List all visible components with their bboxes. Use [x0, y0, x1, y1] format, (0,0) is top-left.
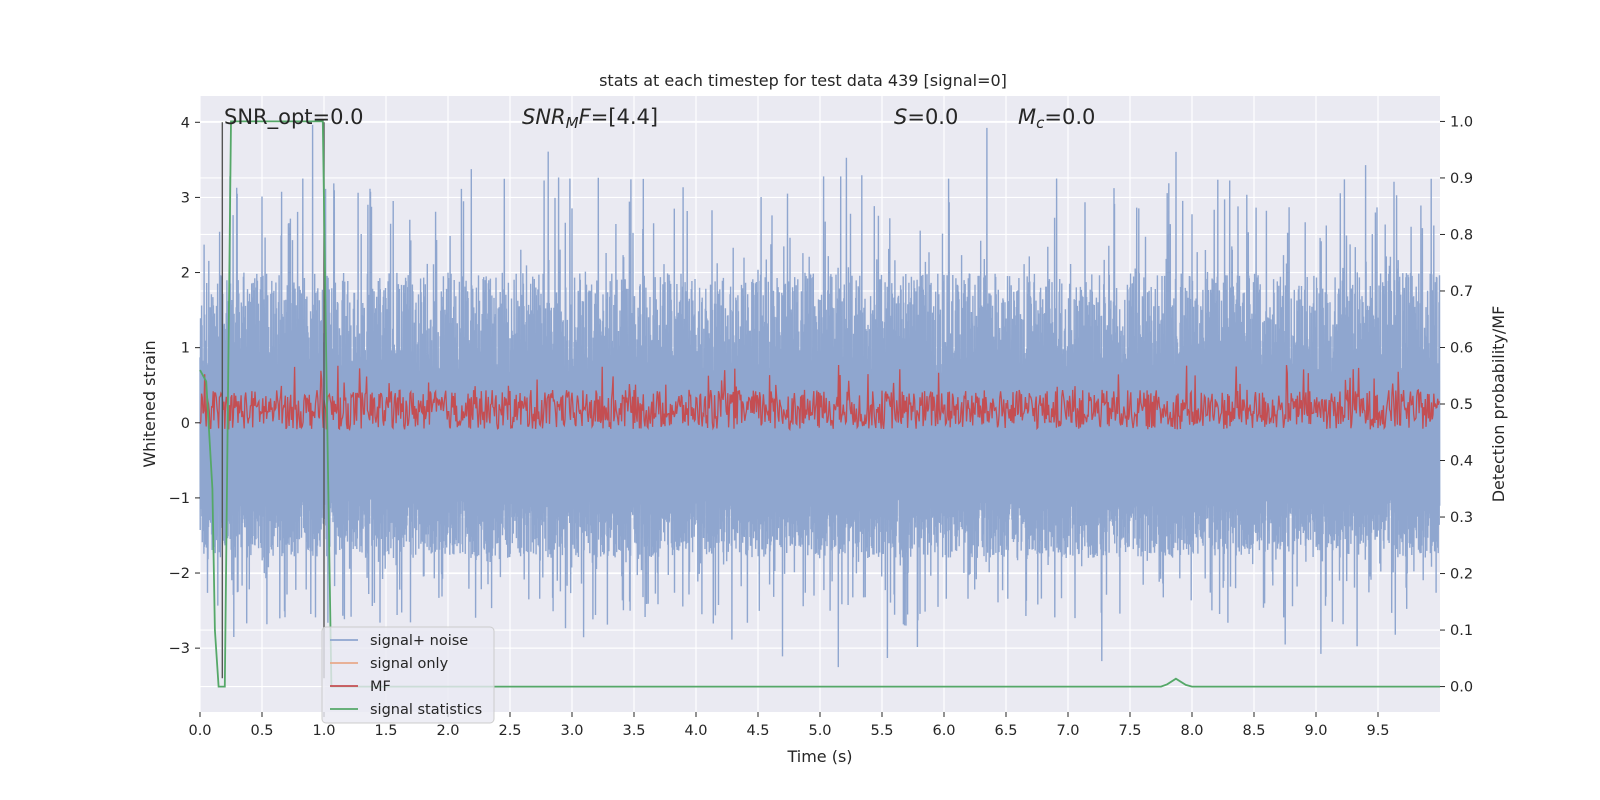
series-mf	[199, 364, 1440, 432]
legend: signal+ noise signal only MF signal stat…	[321, 626, 495, 724]
y-right-tick-label-7: 0.7	[1450, 284, 1473, 300]
legend-box	[321, 626, 495, 724]
legend-label-signal-only: signal only	[370, 656, 449, 672]
x-tick-label-3: 1.5	[374, 723, 397, 739]
x-tick-label-12: 6.0	[932, 723, 955, 739]
x-tick-label-13: 6.5	[994, 723, 1017, 739]
annotation-mc-symbol: M	[1018, 105, 1036, 129]
y-right-tick-label-2: 0.2	[1450, 567, 1473, 583]
annotation-snr-mf: SNRMF=[4.4]	[522, 105, 658, 132]
y-left-tick-label-3: 0	[181, 416, 190, 432]
legend-label-mf: MF	[370, 679, 391, 695]
y-right-axis-ticks: 0.0 0.1 0.2 0.3 0.4 0.5 0.6 0.7 0.8 0.9 1.0	[1440, 114, 1473, 696]
y-right-tick-label-1: 0.1	[1450, 623, 1473, 639]
x-axis-ticks: 0.0 0.5 1.0 1.5 2.0 2.5 3.0 3.5 4.0 4.5 5.0 5.5 6.0 6…	[188, 712, 1390, 739]
line-mf	[199, 364, 1440, 432]
y-left-tick-label-4: 1	[181, 341, 190, 357]
x-tick-label-9: 4.5	[746, 723, 769, 739]
x-tick-label-15: 7.5	[1118, 723, 1141, 739]
legend-label-signal-statistics: signal statistics	[370, 702, 482, 718]
x-tick-label-7: 3.5	[622, 723, 645, 739]
annotation-snr-opt: SNR_opt=0.0	[224, 105, 364, 130]
x-tick-label-0: 0.0	[188, 723, 211, 739]
y-left-tick-label-1: −2	[169, 566, 190, 582]
chart-title: stats at each timestep for test data 439…	[599, 71, 1007, 90]
y-right-tick-label-0: 0.0	[1450, 680, 1473, 696]
legend-label-signal-noise: signal+ noise	[370, 633, 468, 649]
x-tick-label-1: 0.5	[250, 723, 273, 739]
x-tick-label-16: 8.0	[1180, 723, 1203, 739]
y-left-tick-label-6: 3	[181, 190, 190, 206]
x-tick-label-6: 3.0	[560, 723, 583, 739]
y-left-axis-label: Whitened strain	[140, 340, 159, 467]
y-right-axis-label: Detection probability/MF	[1489, 306, 1508, 503]
annotation-snr-mf-sub: M	[566, 114, 579, 132]
y-left-tick-label-7: 4	[181, 115, 190, 131]
x-tick-label-11: 5.5	[870, 723, 893, 739]
annotation-snr-mf-value: =[4.4]	[591, 105, 658, 129]
annotation-s-value: =0.0	[907, 105, 958, 129]
series-signal-noise	[199, 124, 1441, 668]
x-tick-label-4: 2.0	[436, 723, 459, 739]
y-right-tick-label-6: 0.6	[1450, 340, 1473, 356]
y-right-tick-label-10: 1.0	[1450, 114, 1473, 130]
x-tick-label-18: 9.0	[1304, 723, 1327, 739]
x-tick-label-5: 2.5	[498, 723, 521, 739]
x-tick-label-2: 1.0	[312, 723, 335, 739]
annotation-mc-sub: c	[1036, 114, 1045, 132]
y-right-tick-label-5: 0.5	[1450, 397, 1473, 413]
line-signal-noise	[199, 124, 1441, 668]
annotation-mc-value: =0.0	[1044, 105, 1095, 129]
x-tick-label-19: 9.5	[1366, 723, 1389, 739]
annotation-snr-mf-symbol2: F	[579, 105, 592, 129]
x-tick-label-8: 4.0	[684, 723, 707, 739]
x-axis-label: Time (s)	[786, 747, 852, 766]
x-tick-label-17: 8.5	[1242, 723, 1265, 739]
y-right-tick-label-4: 0.4	[1450, 454, 1473, 470]
annotation-snr-mf-symbol: SNR	[522, 105, 566, 129]
x-tick-label-14: 7.0	[1056, 723, 1079, 739]
annotation-s: S=0.0	[894, 105, 958, 129]
annotation-s-symbol: S	[894, 105, 907, 129]
y-right-tick-label-9: 0.9	[1450, 171, 1473, 187]
y-left-tick-label-2: −1	[169, 491, 190, 507]
annotation-mc: Mc=0.0	[1018, 105, 1095, 132]
y-left-axis-ticks: −3 −2 −1 0 1 2 3 4	[169, 115, 200, 657]
x-tick-label-10: 5.0	[808, 723, 831, 739]
y-left-tick-label-0: −3	[169, 641, 190, 657]
y-right-tick-label-8: 0.8	[1450, 227, 1473, 243]
y-left-tick-label-5: 2	[181, 266, 190, 282]
y-right-tick-label-3: 0.3	[1450, 510, 1473, 526]
